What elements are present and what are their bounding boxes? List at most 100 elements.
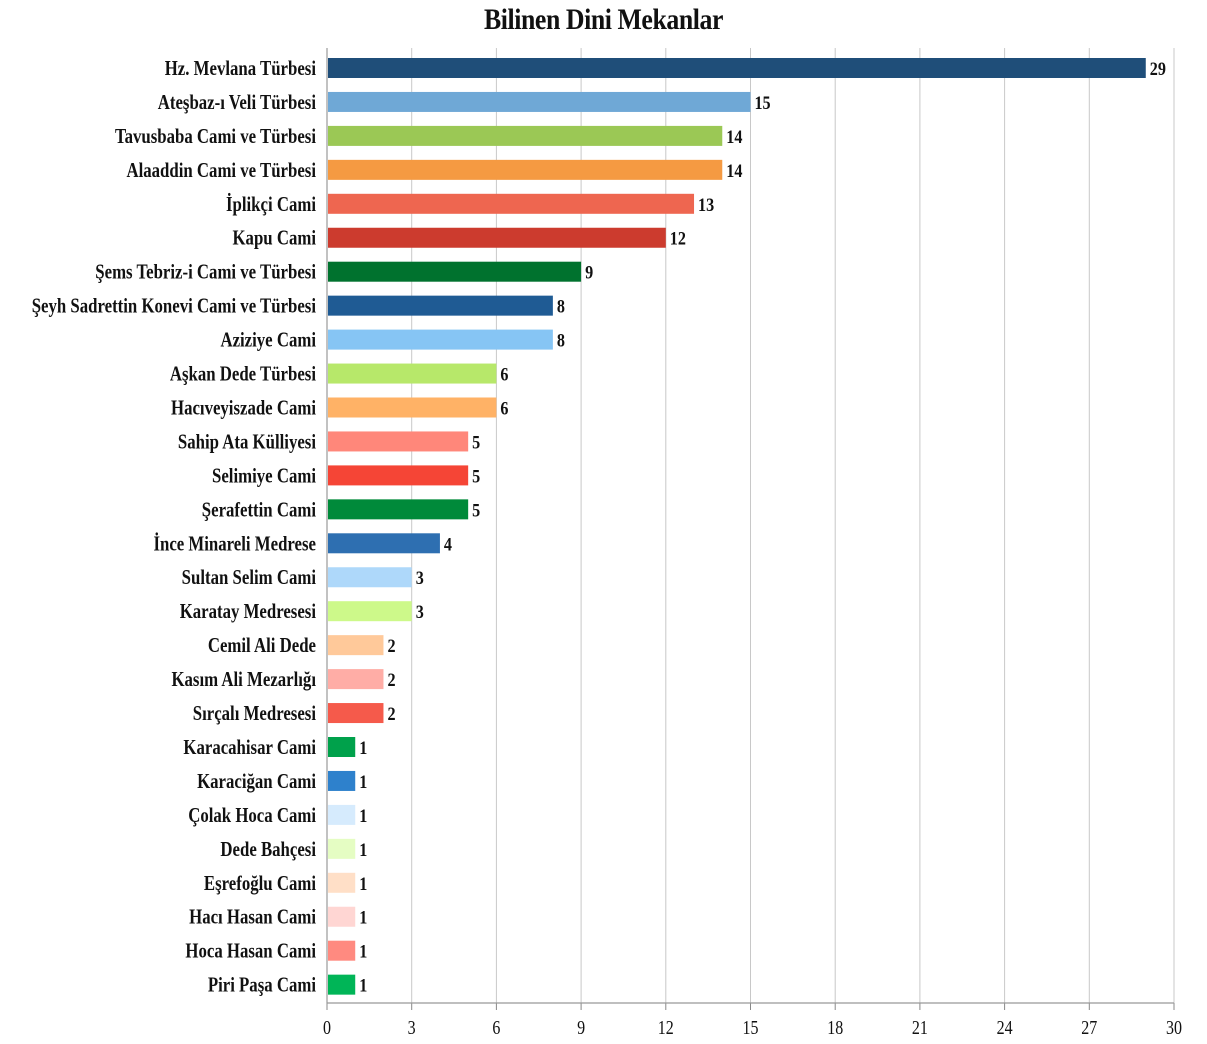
category-label: Alaaddin Cami ve Türbesi — [126, 159, 316, 182]
bar — [328, 567, 412, 588]
category-label: Şerafettin Cami — [202, 499, 316, 522]
value-label: 6 — [500, 363, 508, 385]
bar — [328, 159, 723, 180]
bar — [328, 974, 356, 995]
x-tick-label: 0 — [323, 1016, 331, 1038]
bar — [328, 635, 384, 656]
bar — [328, 601, 412, 622]
category-label: Karatay Medresesi — [180, 601, 316, 624]
bar — [328, 838, 356, 859]
bar — [328, 295, 553, 316]
bar — [328, 906, 356, 927]
x-tick-label: 6 — [492, 1016, 500, 1038]
bar — [328, 804, 356, 825]
bar — [328, 91, 751, 112]
category-label: Şeyh Sadrettin Konevi Cami ve Türbesi — [32, 295, 316, 318]
bar — [328, 397, 497, 418]
category-label: Hacı Hasan Cami — [189, 906, 316, 929]
x-tick-label: 24 — [997, 1016, 1013, 1038]
value-label: 29 — [1150, 58, 1166, 80]
x-tick-label: 27 — [1081, 1016, 1097, 1038]
axes: 0 3 6 9 12 15 18 21 24 27 30 — [323, 48, 1182, 1038]
bar — [328, 261, 582, 282]
category-label: Hoca Hasan Cami — [185, 940, 316, 963]
bar — [328, 431, 469, 452]
value-label: 1 — [359, 940, 367, 962]
bars — [328, 58, 1146, 995]
bar — [328, 940, 356, 961]
value-label: 8 — [557, 329, 565, 351]
chart-title: Bilinen Dini Mekanlar — [484, 3, 723, 36]
value-label: 2 — [387, 669, 395, 691]
category-label: Şems Tebriz-i Cami ve Türbesi — [95, 261, 316, 284]
value-label: 1 — [359, 907, 367, 929]
category-label: Selimiye Cami — [212, 465, 316, 488]
category-label: Eşrefoğlu Cami — [204, 872, 316, 895]
bar — [328, 363, 497, 384]
value-label: 1 — [359, 974, 367, 996]
value-label: 5 — [472, 431, 480, 453]
category-label: Karaciğan Cami — [197, 770, 316, 793]
bar — [328, 125, 723, 146]
category-label: Ateşbaz-ı Veli Türbesi — [158, 91, 316, 114]
bar — [328, 499, 469, 520]
category-label: Sırçalı Medresesi — [193, 702, 316, 725]
bar — [328, 703, 384, 724]
x-tick-label: 12 — [658, 1016, 674, 1038]
x-tick-label: 21 — [912, 1016, 928, 1038]
category-label: Aşkan Dede Türbesi — [170, 363, 316, 386]
value-label: 12 — [670, 228, 686, 250]
value-label: 5 — [472, 499, 480, 521]
value-label: 14 — [726, 126, 742, 148]
category-label: Cemil Ali Dede — [208, 634, 316, 657]
bar — [328, 465, 469, 486]
value-label: 3 — [416, 601, 424, 623]
bar — [328, 737, 356, 757]
x-tick-label: 15 — [743, 1016, 759, 1038]
value-label: 3 — [416, 567, 424, 589]
category-label: Piri Paşa Cami — [208, 974, 316, 997]
bar — [328, 872, 356, 893]
category-label: Sahip Ata Külliyesi — [178, 431, 316, 454]
value-label: 6 — [500, 397, 508, 419]
category-label: Dede Bahçesi — [220, 838, 316, 861]
bar — [328, 669, 384, 690]
value-label: 1 — [359, 771, 367, 793]
value-label: 4 — [444, 533, 452, 555]
value-label: 2 — [387, 703, 395, 725]
category-label: Hz. Mevlana Türbesi — [165, 57, 316, 80]
bar — [328, 58, 1146, 78]
category-label: İplikçi Cami — [226, 193, 316, 216]
x-tick-label: 30 — [1166, 1016, 1182, 1038]
value-label: 13 — [698, 194, 714, 216]
category-label: Tavusbaba Cami ve Türbesi — [115, 125, 316, 148]
value-label: 8 — [557, 295, 565, 317]
x-tick-label: 9 — [577, 1016, 585, 1038]
value-label: 1 — [359, 805, 367, 827]
value-label: 2 — [387, 635, 395, 657]
bar — [328, 770, 356, 791]
value-label: 1 — [359, 873, 367, 895]
value-label: 14 — [726, 160, 742, 182]
x-tick-label: 18 — [827, 1016, 843, 1038]
category-label: İnce Minareli Medrese — [153, 533, 316, 556]
value-label: 1 — [359, 737, 367, 759]
grid-lines — [411, 48, 1175, 1003]
category-label: Kapu Cami — [233, 227, 316, 250]
category-label: Kasım Ali Mezarlığı — [171, 668, 316, 691]
bar — [328, 533, 440, 554]
category-label: Karacahisar Cami — [183, 736, 316, 759]
x-tick-label: 3 — [408, 1016, 416, 1038]
category-label: Sultan Selim Cami — [182, 567, 316, 590]
value-label: 15 — [755, 92, 771, 114]
category-label: Hacıveyiszade Cami — [171, 397, 316, 420]
value-label: 1 — [359, 839, 367, 861]
category-label: Çolak Hoca Cami — [188, 804, 316, 827]
value-label: 9 — [585, 261, 593, 283]
value-label: 5 — [472, 465, 480, 487]
bar — [328, 193, 695, 214]
category-label: Aziziye Cami — [220, 329, 316, 352]
